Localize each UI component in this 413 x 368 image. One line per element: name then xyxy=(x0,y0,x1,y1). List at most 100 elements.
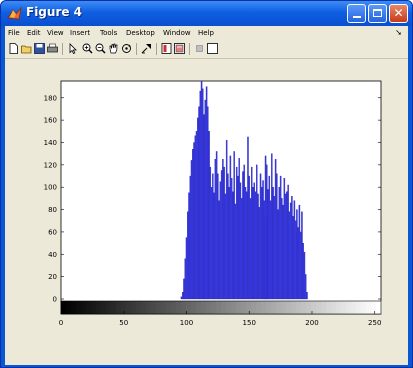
gradient-strip-segment xyxy=(276,301,282,314)
gradient-strip-segment xyxy=(81,301,87,314)
save-icon[interactable] xyxy=(34,43,45,54)
histogram-bar xyxy=(302,242,304,300)
histogram-bar xyxy=(208,131,210,300)
close-button[interactable]: ✕ xyxy=(389,4,408,23)
histogram-bar xyxy=(185,237,188,300)
histogram-bar xyxy=(278,187,281,300)
pan-hand-icon[interactable] xyxy=(108,43,119,54)
histogram-bar xyxy=(194,135,196,300)
rotate-3d-icon[interactable] xyxy=(121,43,132,54)
histogram-bar xyxy=(271,153,273,300)
x-tick-label: 250 xyxy=(368,319,381,327)
menu-window[interactable]: Window xyxy=(163,29,191,37)
histogram-bar xyxy=(195,131,198,300)
zoom-in-icon[interactable] xyxy=(82,43,93,54)
histogram-bar xyxy=(240,198,243,300)
histogram-bar xyxy=(217,173,219,300)
zoom-out-icon[interactable] xyxy=(95,43,106,54)
histogram-bar xyxy=(273,195,276,300)
data-cursor-icon[interactable] xyxy=(141,43,152,54)
menu-file[interactable]: File xyxy=(8,29,20,37)
menu-desktop[interactable]: Desktop xyxy=(126,29,155,37)
menu-overflow-arrow-icon[interactable]: ➘ xyxy=(395,28,402,37)
pointer-icon[interactable] xyxy=(67,43,78,54)
histogram-bar xyxy=(203,114,205,300)
x-axis-ticks: 0 50 100 150 200 250 xyxy=(59,311,381,327)
menu-edit[interactable]: Edit xyxy=(27,29,41,37)
histogram-bar xyxy=(253,182,255,300)
gradient-strip-segment xyxy=(291,301,297,314)
histogram-bar xyxy=(198,106,200,300)
histogram-bar xyxy=(272,187,274,300)
show-plot-tools-icon[interactable] xyxy=(207,43,218,54)
gradient-strip-segment xyxy=(141,301,147,314)
histogram-bar xyxy=(202,88,204,300)
close-icon: ✕ xyxy=(393,6,404,20)
histogram-bar xyxy=(182,292,184,300)
gradient-strip-segment xyxy=(126,301,132,314)
histogram-bar xyxy=(249,198,252,300)
toolbar-separator xyxy=(136,43,137,55)
histogram-bar xyxy=(183,278,185,300)
histogram-bar xyxy=(232,191,234,300)
minimize-button[interactable] xyxy=(347,4,366,23)
histogram-bar xyxy=(277,209,279,300)
y-tick-label: 100 xyxy=(44,184,57,192)
y-tick-label: 0 xyxy=(53,296,57,304)
histogram-bar xyxy=(276,173,278,300)
histogram-bar xyxy=(209,166,212,300)
histogram-bar xyxy=(258,207,260,300)
colorbar-icon[interactable] xyxy=(161,43,172,54)
gradient-strip-segment xyxy=(376,301,382,314)
histogram-bar xyxy=(227,173,229,300)
histogram-bar xyxy=(284,193,287,300)
gradient-strip-segment xyxy=(361,301,367,314)
histogram-bar xyxy=(199,90,202,300)
gradient-strip-segment xyxy=(271,301,277,314)
histogram-bar xyxy=(259,173,262,300)
histogram-bar xyxy=(220,170,223,300)
histogram-bar xyxy=(291,195,293,300)
print-icon[interactable] xyxy=(47,43,58,54)
histogram-bar xyxy=(287,184,289,300)
toolbar-separator xyxy=(189,43,190,55)
gradient-strip-segment xyxy=(251,301,257,314)
hide-plot-tools-icon[interactable] xyxy=(194,43,205,54)
gradient-strip-segment xyxy=(156,301,162,314)
histogram-bar xyxy=(244,187,247,300)
title-bar[interactable]: Figure 4 ✕ xyxy=(1,1,412,26)
y-tick-label: 20 xyxy=(48,273,57,281)
histogram-bar xyxy=(184,258,186,300)
open-file-icon[interactable] xyxy=(21,43,32,54)
histogram-bar xyxy=(193,142,195,300)
gradient-strip-segment xyxy=(301,301,307,314)
gradient-strip-segment xyxy=(196,301,202,314)
gradient-strip-segment xyxy=(106,301,112,314)
menu-view[interactable]: View xyxy=(47,29,64,37)
gradient-strip-segment xyxy=(346,301,352,314)
histogram-bar xyxy=(281,198,283,300)
gradient-strip-segment xyxy=(131,301,137,314)
gradient-strip-segment xyxy=(216,301,222,314)
maximize-button[interactable] xyxy=(368,4,387,23)
legend-icon[interactable] xyxy=(174,43,185,54)
gradient-strip-segment xyxy=(71,301,77,314)
histogram-bar xyxy=(233,151,235,300)
histogram-bar xyxy=(197,117,199,300)
histogram-bar xyxy=(297,227,299,300)
menu-bar: File Edit View Insert Tools Desktop Wind… xyxy=(5,26,408,41)
maximize-icon xyxy=(373,9,382,17)
menu-help[interactable]: Help xyxy=(198,29,214,37)
gradient-strip-segment xyxy=(331,301,337,314)
gradient-strip-segment xyxy=(101,301,107,314)
gradient-strip-segment xyxy=(311,301,317,314)
histogram-bar xyxy=(263,200,266,300)
y-tick-label: 160 xyxy=(44,117,57,125)
histogram-bar xyxy=(219,181,222,300)
menu-insert[interactable]: Insert xyxy=(70,29,91,37)
y-tick-label: 60 xyxy=(48,228,57,236)
new-figure-icon[interactable] xyxy=(8,43,19,54)
histogram-bar xyxy=(251,166,253,300)
histogram-bar xyxy=(279,175,282,300)
menu-tools[interactable]: Tools xyxy=(100,29,118,37)
